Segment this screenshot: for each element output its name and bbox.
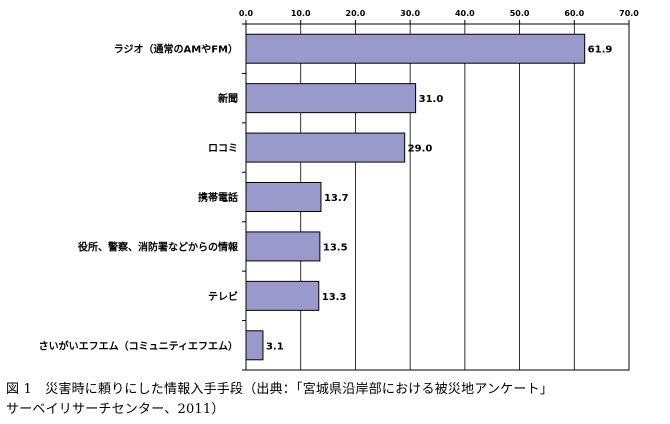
value-label: 13.5 [323,242,348,253]
x-tick-label: 10.0 [291,9,311,18]
category-label: 携帯電話 [198,191,238,204]
value-label: 3.1 [266,341,284,352]
category-label: ラジオ（通常のAMやFM） [114,43,238,56]
bar [245,182,322,212]
bar-chart: 0.0 10.0 20.0 30.0 40.0 50.0 60.0 70.0 ラジオ（通常のA… [39,9,639,371]
x-tick-label: 60.0 [564,9,584,18]
x-tick-label: 20.0 [346,9,366,18]
value-label: 29.0 [408,144,433,155]
category-label: テレビ [208,290,238,303]
bar [245,33,586,64]
value-label: 31.0 [419,94,444,105]
bar [245,330,264,361]
category-label: ロコミ [208,143,238,155]
category-label: 新聞 [218,92,238,105]
value-label: 13.3 [322,292,347,303]
value-label: 61.9 [588,45,613,56]
caption-line-2: サーベイリサーチセンター、2011） [6,402,225,417]
value-label: 13.7 [324,193,349,204]
bar [245,280,320,311]
bar [245,83,417,114]
figure-caption: 図 1 災害時に頼りにした情報入手手段（出典：「宮城県沿岸部における被災地アンケ… [6,380,666,420]
x-tick-label: 50.0 [510,9,530,18]
bar [245,132,406,163]
x-tick-label: 30.0 [400,9,420,18]
bar [245,231,321,262]
x-tick-label: 70.0 [619,9,639,18]
x-tick-label: 0.0 [239,9,254,18]
category-label: さいがいエフエム（コミュニティエフエム） [39,339,238,352]
x-tick-label: 40.0 [455,9,475,18]
caption-line-1: 図 1 災害時に頼りにした情報入手手段（出典：「宮城県沿岸部における被災地アンケ… [6,382,553,397]
category-label: 役所、警察、消防署などからの情報 [78,240,239,253]
